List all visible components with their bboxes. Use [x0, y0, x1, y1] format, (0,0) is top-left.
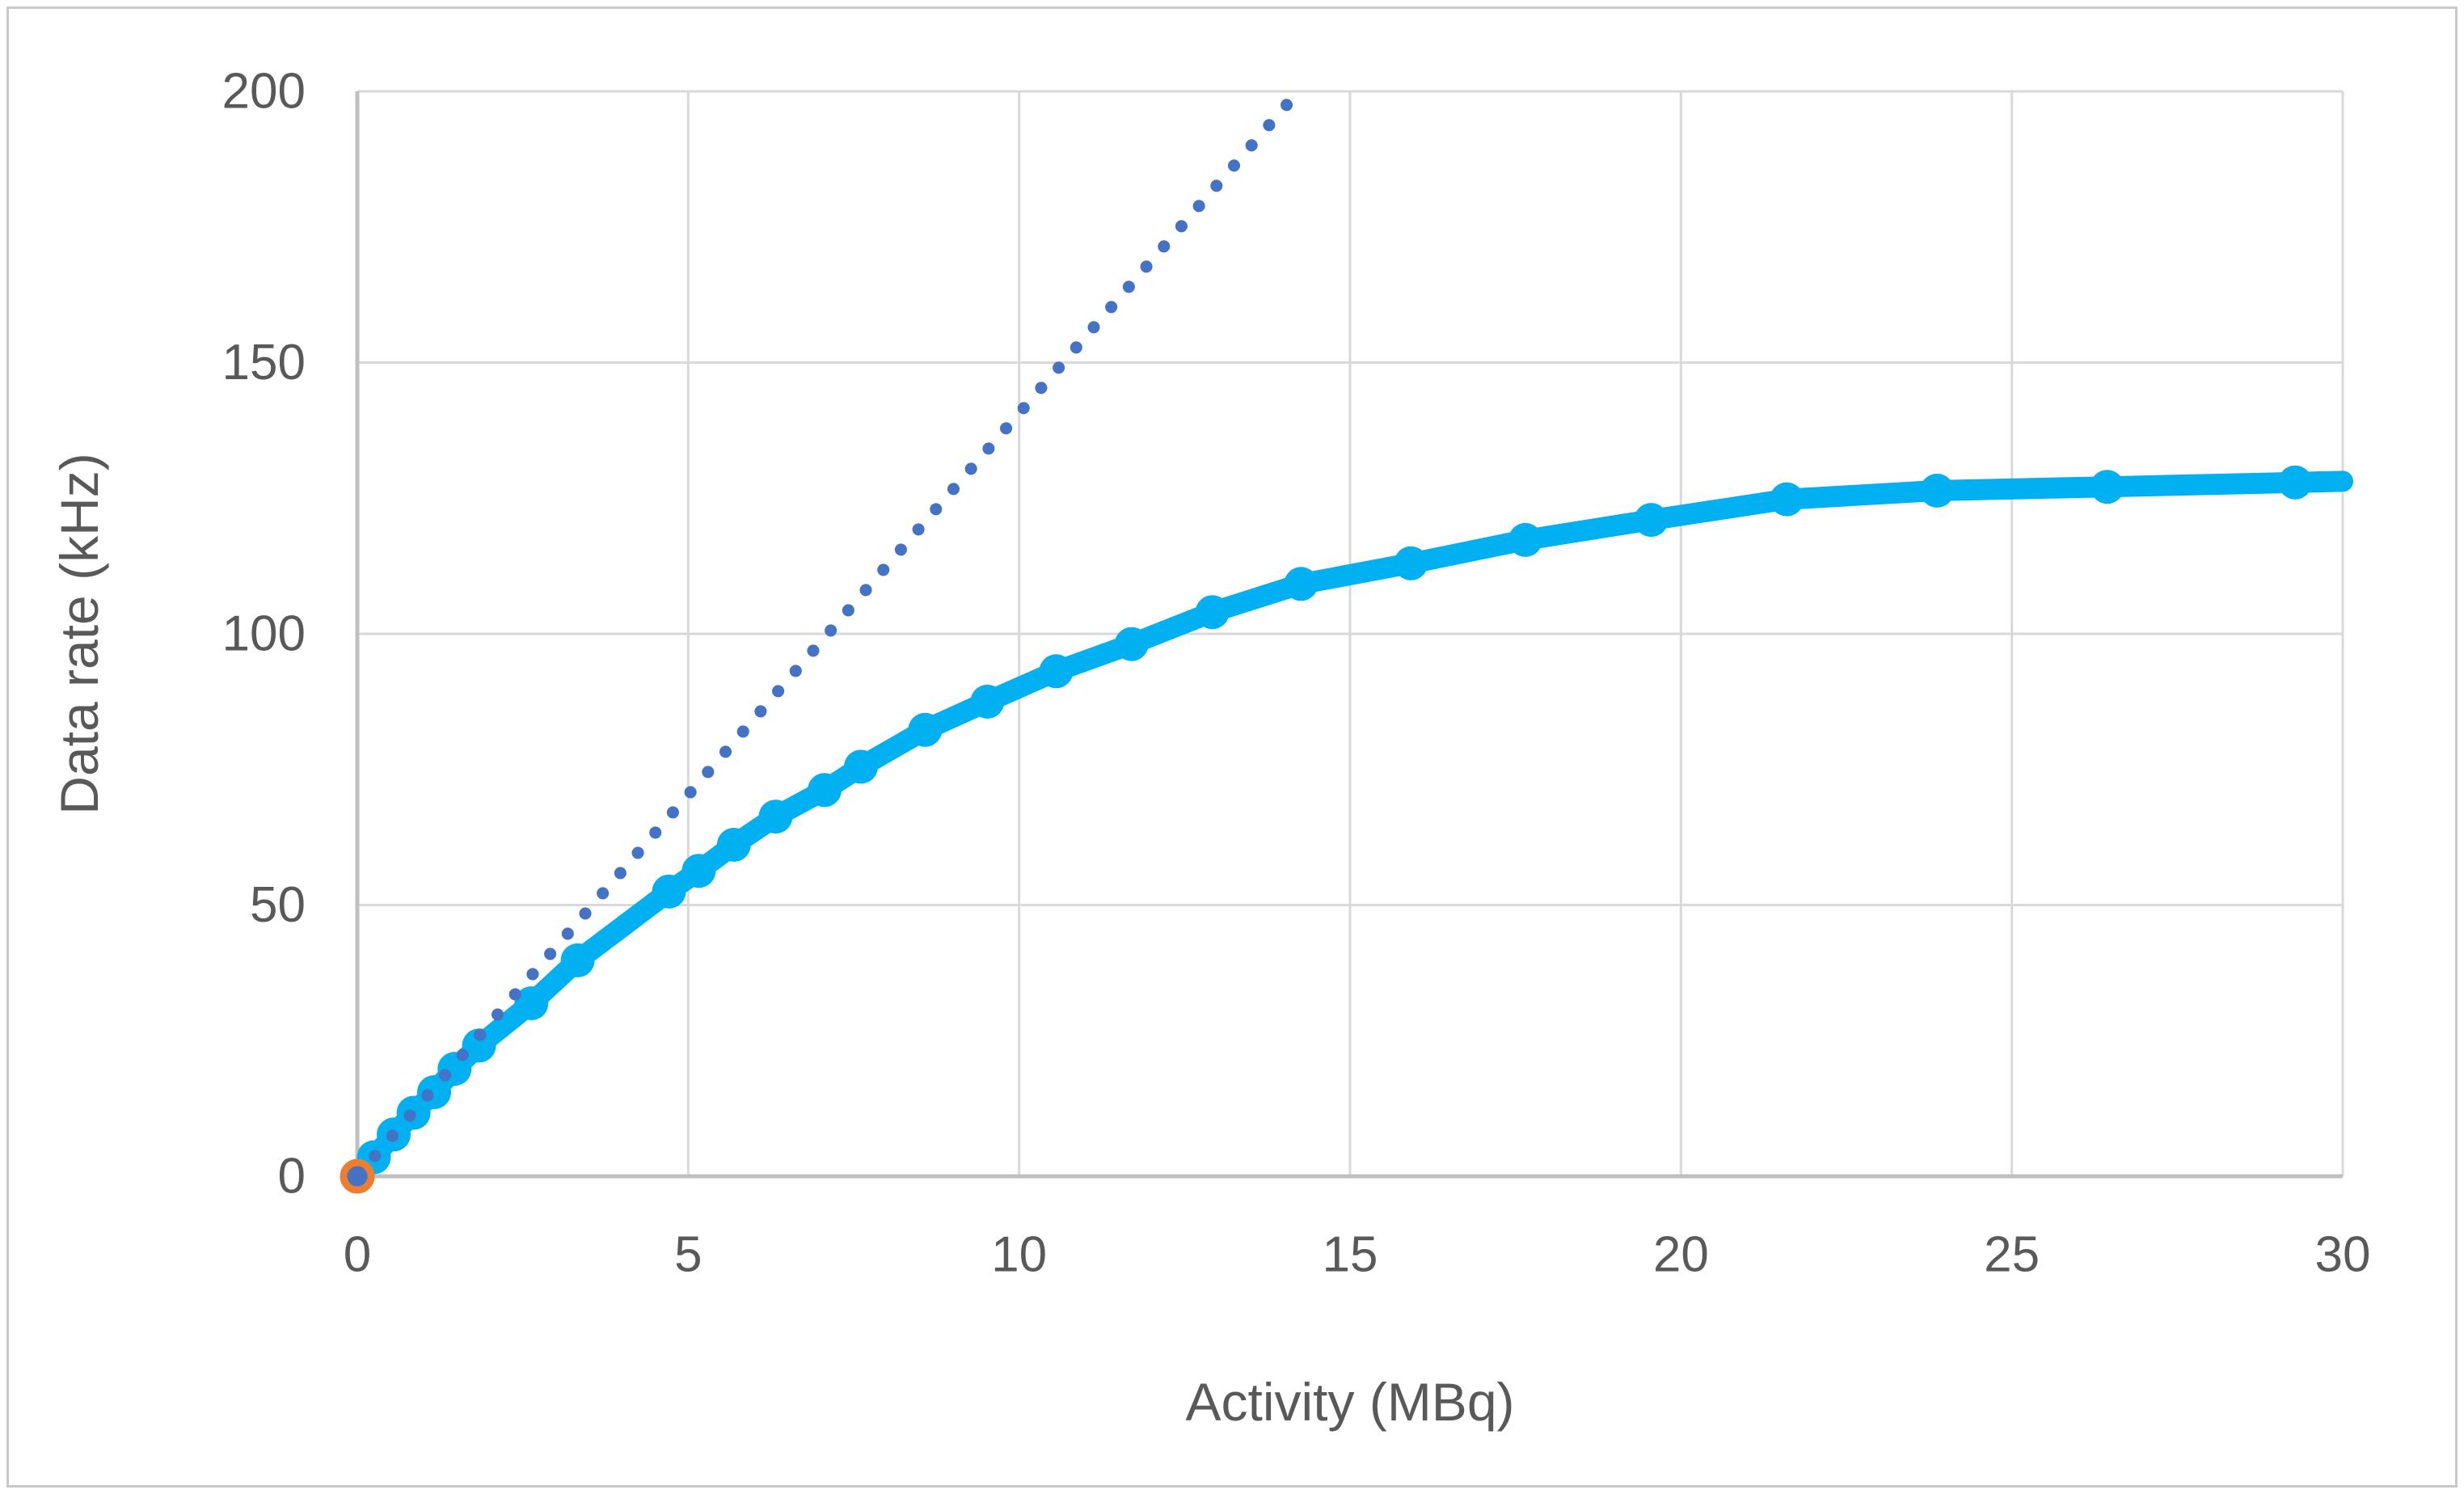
- origin-highlight-series: [340, 1158, 375, 1194]
- tick-labels: 0 50 100 150 200 0 5 10 15 20 25 30: [222, 64, 2371, 1283]
- measured-data-point-marker: [1195, 595, 1230, 630]
- gridlines: [356, 90, 2344, 1178]
- measured-data-point-marker: [758, 800, 793, 834]
- y-tick-label: 200: [222, 64, 306, 120]
- x-tick-label: 15: [1323, 1227, 1378, 1283]
- linear-reference-series: [351, 85, 1305, 1183]
- y-tick-label: 100: [222, 606, 306, 662]
- y-tick-label: 0: [278, 1149, 306, 1205]
- x-tick-label: 0: [344, 1227, 371, 1283]
- measured-data-point-marker: [560, 943, 595, 977]
- measured-data-point-marker: [1039, 654, 1074, 689]
- x-tick-label: 5: [674, 1227, 702, 1283]
- y-axis-title: Data rate (kHz): [49, 453, 109, 814]
- x-tick-label: 30: [2315, 1227, 2371, 1283]
- measured-data-point-marker: [908, 712, 943, 747]
- measured-data-point-marker: [2090, 470, 2124, 504]
- x-axis-title: Activity (MBq): [1185, 1372, 1514, 1432]
- x-tick-label: 10: [991, 1227, 1047, 1283]
- measured-data-point-marker: [2278, 465, 2313, 500]
- measured-data-point-marker: [652, 874, 686, 909]
- measured-data-point-marker: [1114, 627, 1149, 661]
- measured-data-point-marker: [1284, 567, 1318, 601]
- measured-data-point-marker: [681, 854, 716, 888]
- measured-data-point-marker: [1508, 522, 1542, 557]
- figure-border: [6, 6, 2458, 1488]
- x-tick-label: 25: [1984, 1227, 2040, 1283]
- measured-data-point-marker: [808, 773, 842, 808]
- axis-lines: [355, 91, 2343, 1179]
- measured-data-point-marker: [1770, 482, 1804, 517]
- y-tick-label: 50: [250, 877, 306, 933]
- measured-data-point-marker: [462, 1028, 496, 1063]
- origin-highlight-marker: [340, 1158, 375, 1194]
- linear-reference-dotted-line: [351, 85, 1305, 1183]
- measured-data-point-marker: [1394, 546, 1428, 580]
- measured-data-point-marker: [1920, 473, 1955, 508]
- measured-data-point-marker: [844, 749, 878, 784]
- x-tick-label: 20: [1653, 1227, 1709, 1283]
- measured-data-point-marker: [970, 684, 1005, 719]
- measured-data-point-marker: [716, 828, 751, 862]
- y-tick-label: 150: [222, 335, 306, 390]
- measured-data-point-marker: [514, 986, 549, 1020]
- measured-data-point-marker: [1634, 503, 1669, 538]
